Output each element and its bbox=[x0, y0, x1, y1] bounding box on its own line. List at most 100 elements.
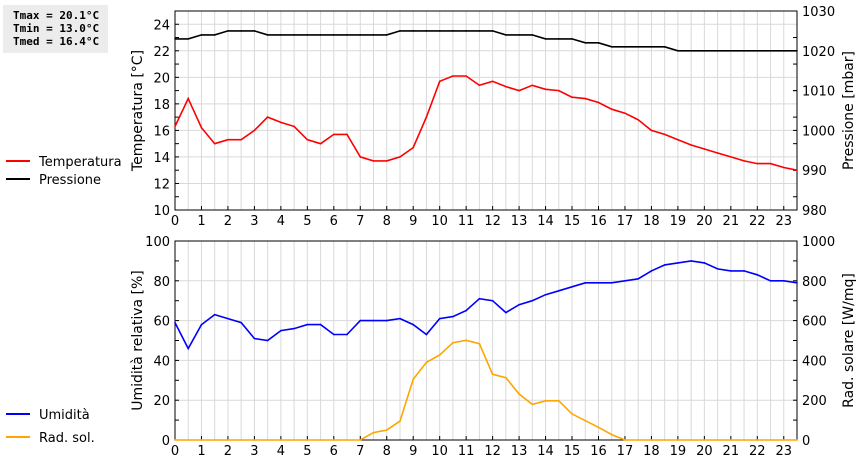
data-point bbox=[372, 160, 375, 162]
data-point bbox=[372, 431, 375, 434]
y-tick-label: 12 bbox=[153, 177, 170, 192]
data-point bbox=[346, 133, 348, 136]
x-tick-label: 14 bbox=[537, 444, 554, 459]
x-tick-label: 11 bbox=[458, 444, 475, 459]
data-point bbox=[756, 274, 759, 276]
data-point bbox=[518, 393, 520, 395]
data-point bbox=[743, 160, 745, 162]
data-point bbox=[266, 34, 269, 36]
x-tick-label: 16 bbox=[590, 214, 607, 229]
data-point bbox=[306, 34, 309, 36]
x-tick-label: 1 bbox=[197, 444, 205, 459]
series-line-rad-sol- bbox=[175, 339, 797, 441]
data-point bbox=[213, 142, 216, 145]
data-point bbox=[306, 323, 309, 326]
legend-label: Pressione bbox=[39, 173, 101, 188]
data-point bbox=[571, 38, 573, 40]
data-point bbox=[200, 126, 203, 129]
data-point bbox=[253, 439, 256, 441]
data-point bbox=[624, 46, 626, 48]
data-point bbox=[293, 125, 295, 128]
data-point bbox=[478, 30, 481, 32]
x-tick-label: 17 bbox=[617, 214, 634, 229]
data-point bbox=[346, 34, 348, 36]
data-point bbox=[716, 50, 719, 52]
x-tick-label: 20 bbox=[696, 444, 713, 459]
data-point bbox=[187, 439, 190, 441]
data-point bbox=[333, 333, 335, 336]
data-point bbox=[796, 50, 798, 52]
series-line-temperatura bbox=[174, 75, 798, 171]
data-point bbox=[624, 112, 626, 114]
x-tick-label: 7 bbox=[356, 444, 364, 459]
data-point bbox=[333, 133, 335, 136]
data-point bbox=[266, 339, 269, 342]
y-tick-label: 16 bbox=[153, 124, 170, 139]
y-tick-label: 60 bbox=[153, 315, 170, 330]
y-axis-title: Umidità relativa [%] bbox=[130, 270, 146, 411]
data-point bbox=[359, 319, 362, 322]
data-point bbox=[306, 439, 309, 441]
data-point bbox=[571, 96, 573, 99]
data-point bbox=[174, 321, 176, 324]
data-point bbox=[280, 34, 282, 36]
data-point bbox=[227, 138, 229, 141]
data-point bbox=[346, 439, 348, 441]
data-point bbox=[756, 162, 759, 165]
temperature-stats-box: Tmax = 20.1°C Tmin = 13.0°C Tmed = 16.4°… bbox=[3, 5, 108, 53]
x-tick-label: 12 bbox=[484, 214, 501, 229]
data-point bbox=[200, 439, 203, 441]
legend-label: Temperatura bbox=[38, 155, 122, 170]
data-point bbox=[425, 30, 428, 32]
data-point bbox=[597, 101, 600, 104]
y2-axis-title: Pressione [mbar] bbox=[841, 51, 857, 170]
tmin-text: Tmin = 13.0°C bbox=[13, 22, 100, 35]
y2-axis-title: Rad. solare [W/mq] bbox=[841, 273, 857, 408]
x-tick-label: 9 bbox=[409, 214, 417, 229]
data-point bbox=[782, 166, 785, 169]
data-point bbox=[650, 129, 653, 132]
data-point bbox=[716, 152, 719, 154]
y-tick-label: 22 bbox=[153, 45, 170, 60]
data-point bbox=[782, 439, 785, 441]
x-tick-label: 14 bbox=[537, 214, 554, 229]
data-point bbox=[266, 439, 269, 441]
data-point bbox=[769, 162, 772, 165]
data-point bbox=[280, 439, 282, 441]
x-tick-label: 19 bbox=[670, 444, 687, 459]
data-point bbox=[425, 116, 428, 118]
data-point bbox=[465, 30, 467, 32]
data-point bbox=[730, 270, 732, 272]
y2-tick-label: 990 bbox=[802, 164, 827, 179]
data-point bbox=[200, 323, 203, 326]
x-tick-label: 12 bbox=[484, 444, 501, 459]
tmax-text: Tmax = 20.1°C bbox=[13, 9, 100, 22]
y2-tick-label: 200 bbox=[802, 394, 827, 409]
data-point bbox=[518, 303, 520, 306]
data-point bbox=[280, 329, 282, 332]
data-point bbox=[650, 270, 653, 272]
x-tick-label: 17 bbox=[617, 444, 634, 459]
plot-frame bbox=[174, 10, 798, 211]
y2-tick-label: 1000 bbox=[802, 235, 835, 250]
data-point bbox=[610, 108, 613, 110]
data-point bbox=[227, 439, 229, 441]
data-point bbox=[438, 80, 441, 83]
data-point bbox=[306, 138, 309, 141]
data-point bbox=[333, 439, 335, 441]
x-tick-label: 19 bbox=[670, 214, 687, 229]
y2-tick-label: 1010 bbox=[802, 85, 835, 100]
data-point bbox=[743, 270, 745, 272]
data-point bbox=[690, 144, 692, 146]
data-point bbox=[240, 321, 242, 324]
data-point bbox=[571, 285, 573, 288]
y-tick-label: 24 bbox=[153, 18, 170, 33]
legend-label: Rad. sol. bbox=[39, 431, 95, 446]
data-point bbox=[531, 84, 534, 87]
x-tick-label: 3 bbox=[250, 444, 258, 459]
data-point bbox=[610, 433, 613, 436]
data-point bbox=[637, 278, 639, 280]
data-point bbox=[637, 46, 639, 48]
data-point bbox=[703, 262, 706, 264]
